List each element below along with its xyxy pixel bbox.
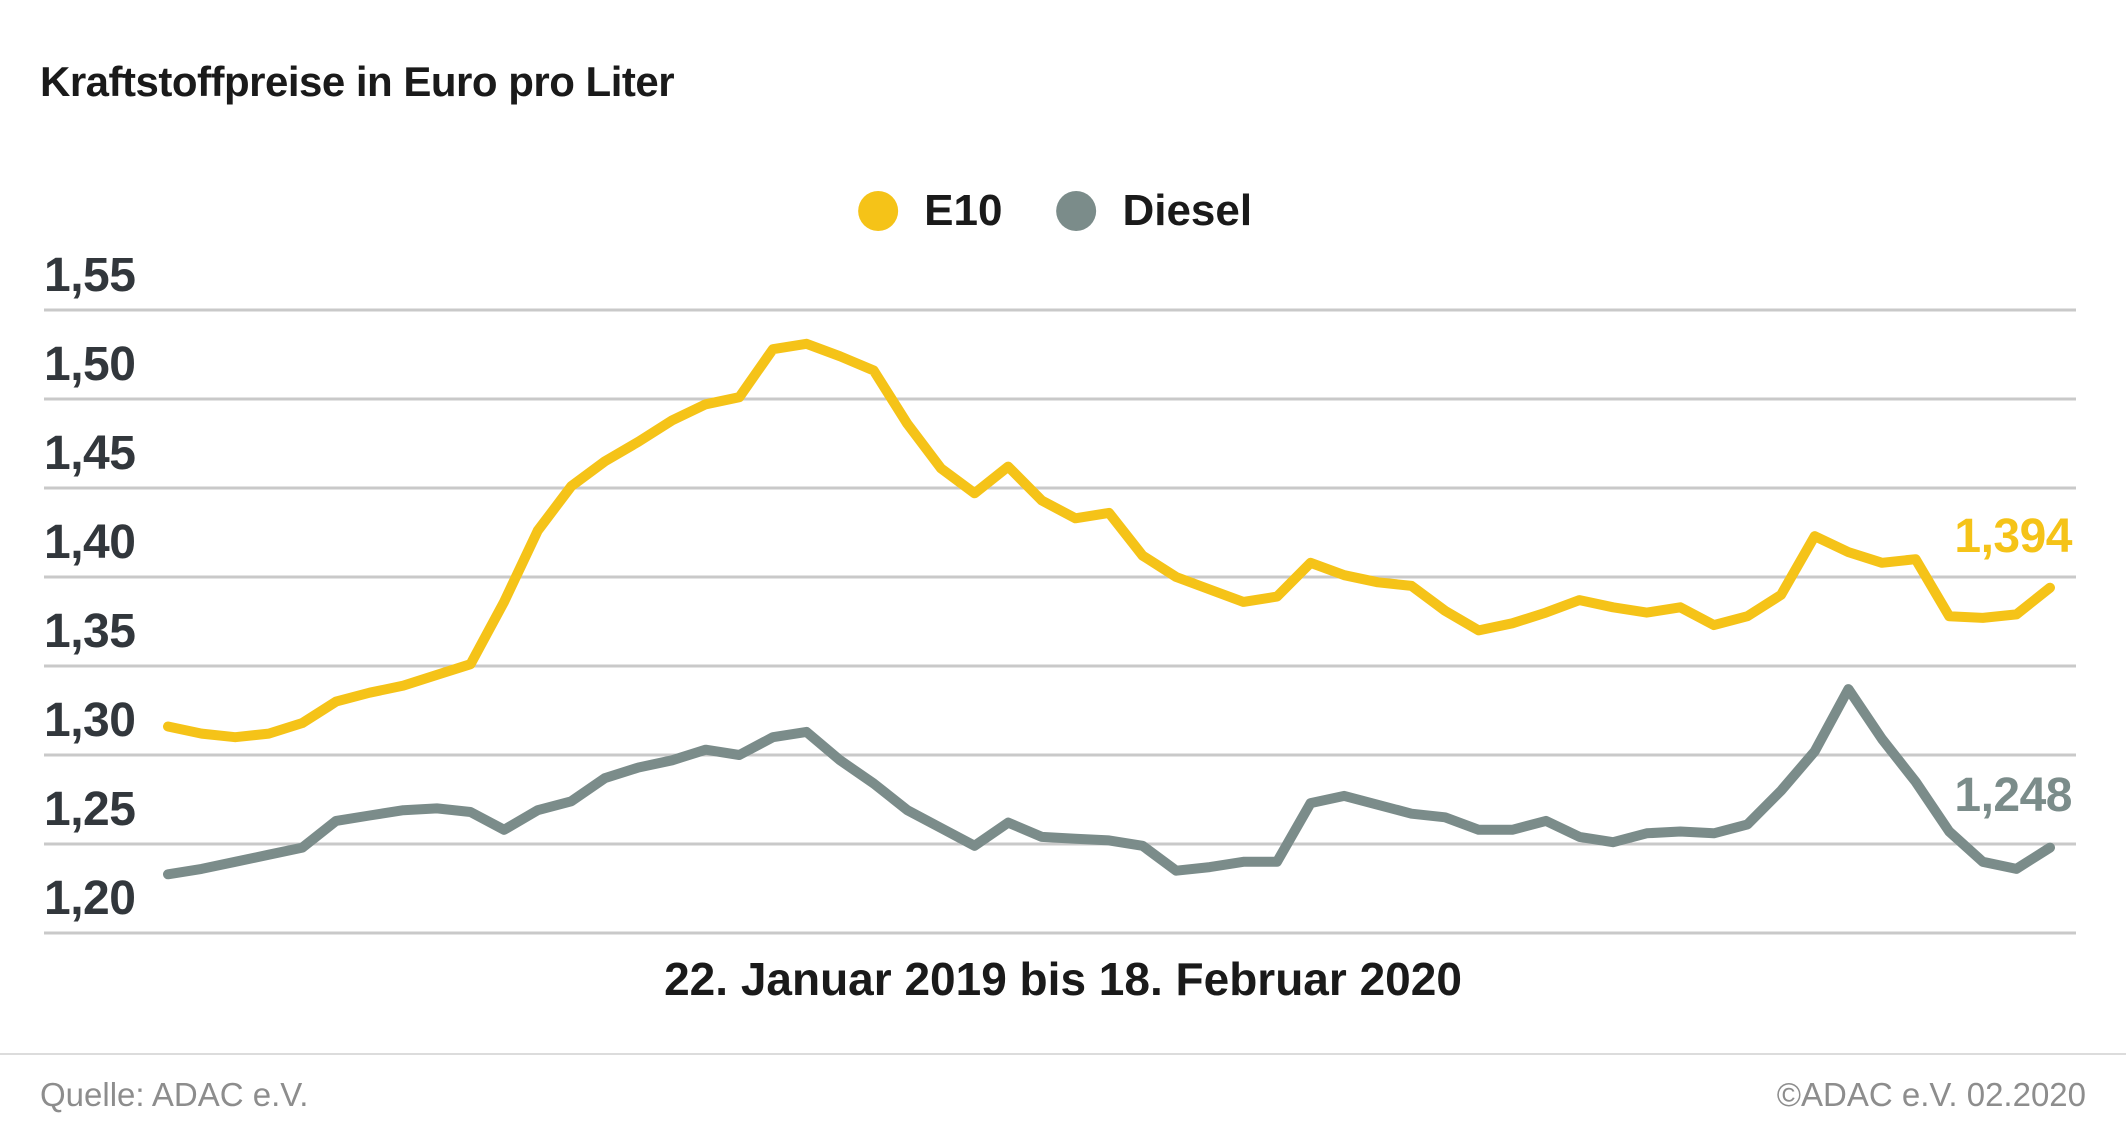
legend: E10 Diesel (858, 186, 1252, 236)
diesel-end-value-label: 1,248 (1954, 768, 2072, 822)
chart-title: Kraftstoffpreise in Euro pro Liter (40, 58, 675, 105)
footer-copyright: ©ADAC e.V. 02.2020 (1776, 1076, 2086, 1113)
legend-label-diesel: Diesel (1122, 186, 1253, 235)
y-tick-label: 1,20 (44, 872, 136, 925)
y-tick-label: 1,40 (44, 516, 136, 569)
diesel-line (163, 684, 2055, 880)
y-tick-label: 1,30 (44, 694, 136, 747)
legend-item-e10: E10 (858, 186, 1002, 236)
e10-legend-dot-icon (858, 191, 899, 231)
x-axis-caption: 22. Januar 2019 bis 18. Februar 2020 (664, 953, 1462, 1005)
e10-end-value-label: 1,394 (1954, 509, 2072, 563)
legend-label-e10: E10 (924, 186, 1003, 235)
diesel-legend-dot-icon (1056, 191, 1097, 231)
legend-item-diesel: Diesel (1056, 186, 1252, 236)
y-tick-label: 1,55 (44, 249, 136, 302)
footer-divider (0, 1053, 2126, 1055)
e10-line (163, 338, 2055, 743)
y-tick-label: 1,45 (44, 427, 136, 480)
y-tick-label: 1,35 (44, 605, 136, 658)
y-tick-label: 1,25 (44, 783, 136, 836)
footer-source: Quelle: ADAC e.V. (40, 1076, 309, 1113)
y-tick-label: 1,50 (44, 338, 136, 391)
